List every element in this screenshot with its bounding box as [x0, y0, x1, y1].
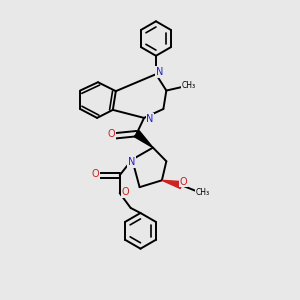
Text: CH₃: CH₃ — [196, 188, 210, 197]
Text: O: O — [91, 169, 99, 179]
Text: N: N — [156, 67, 163, 77]
Text: O: O — [180, 176, 188, 187]
Text: N: N — [128, 157, 135, 167]
Text: O: O — [107, 129, 115, 139]
Polygon shape — [162, 180, 182, 188]
Polygon shape — [134, 131, 153, 148]
Text: N: N — [146, 114, 154, 124]
Text: CH₃: CH₃ — [182, 81, 196, 90]
Text: O: O — [122, 187, 129, 197]
